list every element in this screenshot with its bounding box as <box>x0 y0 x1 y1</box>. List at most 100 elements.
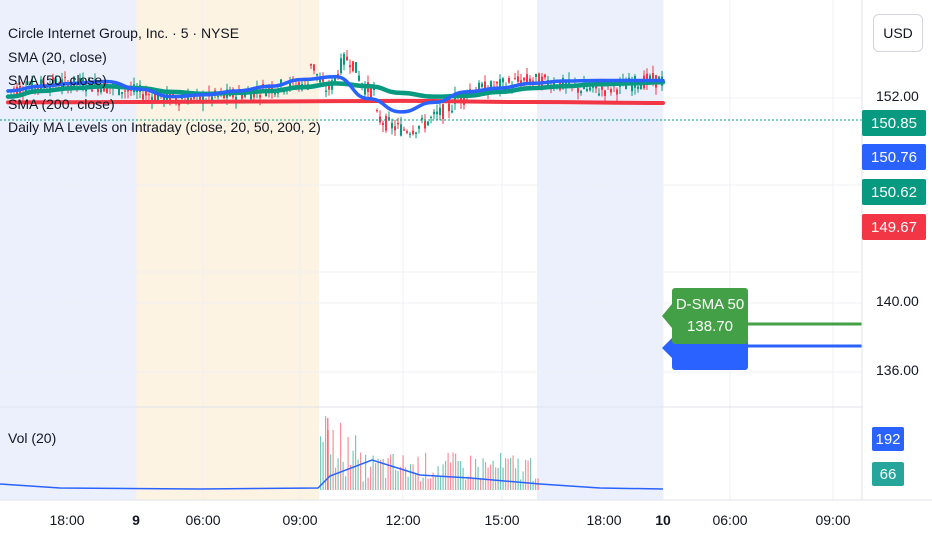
candle-body <box>358 75 360 81</box>
volume-bar <box>470 455 472 490</box>
candle-body <box>508 78 510 83</box>
candle-body <box>346 56 348 61</box>
candle-body <box>649 75 651 81</box>
candle-body <box>523 77 525 81</box>
candle-body <box>289 80 291 88</box>
volume-bar <box>497 467 499 490</box>
volume-bar <box>405 467 407 490</box>
candle-body <box>604 90 606 96</box>
candle-body <box>334 76 336 82</box>
volume-bar <box>455 453 457 490</box>
candle-body <box>157 95 159 101</box>
price-tag-sma50: 150.62 <box>862 179 926 205</box>
candle-body <box>88 78 90 82</box>
volume-bar <box>522 471 524 490</box>
volume-bar <box>397 471 399 490</box>
volume-bar <box>527 460 529 490</box>
volume-bar <box>472 478 474 490</box>
volume-bar <box>507 458 509 490</box>
volume-bar <box>372 455 374 490</box>
candle-body <box>202 94 204 104</box>
volume-bar <box>532 480 534 490</box>
currency-button[interactable]: USD <box>873 14 923 52</box>
candle-body <box>85 89 87 92</box>
candle-body <box>433 111 435 115</box>
volume-bar <box>482 458 484 490</box>
candle-body <box>106 84 108 93</box>
volume-bar <box>375 463 377 490</box>
volume-bar <box>467 476 469 490</box>
candle-body <box>223 94 225 99</box>
candle-body <box>406 131 408 133</box>
candle-body <box>430 117 432 119</box>
candle-body <box>163 94 165 102</box>
volume-bar <box>330 454 332 490</box>
volume-bar <box>345 476 347 490</box>
volume-bar <box>407 476 409 490</box>
volume-bar <box>490 464 492 490</box>
volume-bar <box>337 458 339 490</box>
volume-bar <box>510 458 512 490</box>
candle-body <box>586 89 588 91</box>
candle-body <box>535 73 537 77</box>
time-axis-label: 09:00 <box>282 512 318 528</box>
price-tag-sma20: 150.76 <box>862 144 926 170</box>
candle-body <box>490 81 492 89</box>
candle-body <box>235 96 237 102</box>
candle-body <box>187 95 189 105</box>
candle-body <box>385 116 387 131</box>
volume-bar <box>357 459 359 490</box>
volume-bar <box>425 452 427 490</box>
candle-body <box>421 117 423 120</box>
candle-body <box>538 73 540 86</box>
candle-body <box>397 122 399 125</box>
volume-bar <box>515 468 517 490</box>
volume-bar <box>370 466 372 490</box>
candle-body <box>151 96 153 102</box>
volume-tag: 192 <box>872 427 904 451</box>
volume-bar <box>385 477 387 490</box>
volume-bar <box>340 422 342 490</box>
candle-body <box>310 63 312 66</box>
volume-bar <box>367 477 369 490</box>
candle-body <box>121 92 123 94</box>
candle-body <box>418 125 420 129</box>
d-sma-50-name: D-SMA 50 <box>675 296 745 313</box>
candle-body <box>211 96 213 102</box>
volume-bar <box>325 416 327 490</box>
candle-body <box>217 96 219 98</box>
candle-body <box>379 116 381 123</box>
candle-body <box>316 73 318 76</box>
volume-bar <box>352 450 354 490</box>
candle-body <box>325 90 327 92</box>
candle-body <box>148 94 150 96</box>
volume-bar <box>457 460 459 490</box>
candle-body <box>589 87 591 91</box>
volume-bar <box>365 454 367 490</box>
candle-body <box>442 104 444 119</box>
candle-body <box>409 133 411 135</box>
volume-bar <box>362 481 364 490</box>
candle-body <box>499 79 501 90</box>
volume-bar <box>355 435 357 490</box>
volume-bar <box>445 460 447 490</box>
candle-body <box>262 84 264 86</box>
candle-body <box>625 84 627 90</box>
session-backgrounds <box>0 0 663 500</box>
volume-legend[interactable]: Vol (20) <box>8 430 57 446</box>
candle-body <box>652 73 654 82</box>
candle-body <box>25 88 27 94</box>
candle-body <box>328 82 330 90</box>
volume-bar <box>502 467 504 490</box>
volume-bar <box>427 478 429 490</box>
d-sma-50-label-box: D-SMA 50 138.70 <box>672 288 748 344</box>
candle-body <box>91 89 93 92</box>
volume-bar <box>342 461 344 490</box>
candle-body <box>280 79 282 86</box>
volume-bar <box>520 479 522 490</box>
volume-bar <box>435 476 437 490</box>
time-axis-label: 09:00 <box>815 512 851 528</box>
candle-body <box>52 77 54 87</box>
time-axis-label: 12:00 <box>385 512 421 528</box>
